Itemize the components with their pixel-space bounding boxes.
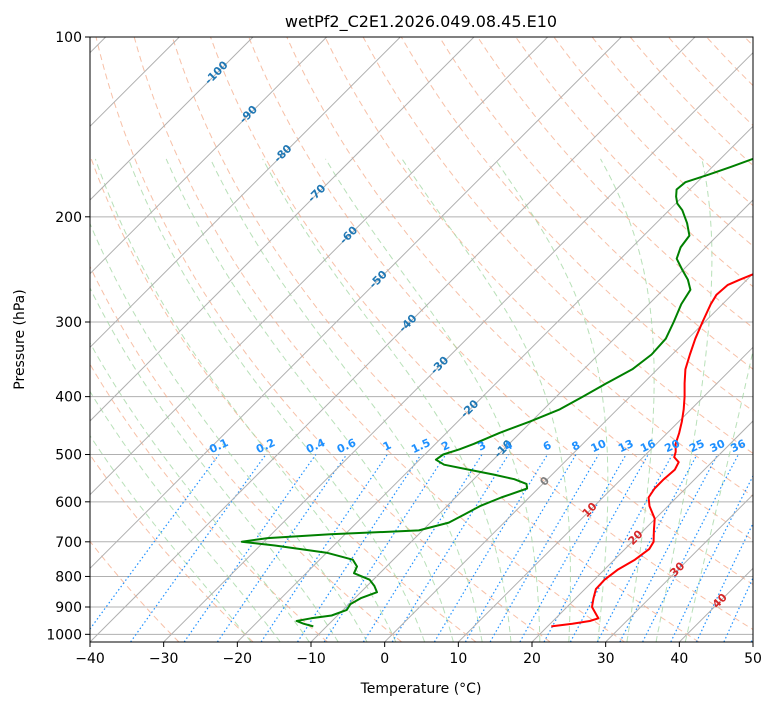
mixing-ratio-label: 20: [663, 437, 683, 455]
isotherm-line: [752, 641, 753, 642]
moist-adiabat: [684, 348, 753, 642]
dry-adiabat: [248, 37, 753, 586]
mixing-ratio-line: [464, 454, 577, 642]
plot-area: [90, 37, 753, 642]
x-axis: −40 −30 −20 −10 0 10 20 30 40 50: [75, 642, 762, 667]
x-tick-label: −20: [223, 651, 253, 667]
y-axis-title: Pressure (hPa): [12, 289, 28, 389]
x-tick-label: 50: [744, 651, 762, 667]
dry-adiabat: [90, 363, 328, 642]
isotherm-line: [90, 37, 328, 275]
isotherm-line: [384, 272, 753, 642]
mixing-ratio-line: [433, 454, 549, 642]
y-tick-label: 600: [55, 495, 82, 511]
y-tick-label: 300: [55, 315, 82, 331]
mixing-ratio-line: [619, 454, 719, 642]
x-tick-label: −10: [296, 651, 326, 667]
dry-adiabat: [477, 37, 753, 329]
y-tick-label: 900: [55, 600, 82, 616]
mixing-ratio-line: [391, 454, 510, 642]
dry-adiabat: [553, 37, 753, 247]
isotherm-line: [163, 51, 753, 642]
isotherm-line: [90, 37, 475, 422]
y-tick-label: 500: [55, 448, 82, 464]
dry-adiabat: [400, 37, 753, 412]
moist-adiabat: [90, 222, 368, 642]
isotherm-line: [457, 346, 753, 642]
mixing-ratio-label: 10: [589, 437, 609, 455]
mixing-ratio-label: 30: [708, 437, 728, 455]
mixing-ratio-line: [596, 454, 698, 642]
dry-adiabat: [591, 37, 753, 207]
x-axis-title: Temperature (°C): [360, 681, 482, 697]
moist-adiabat: [90, 434, 252, 642]
chart-title: wetPf2_C2E1.2026.049.08.45.E10: [285, 12, 557, 32]
isotherm-line: [90, 37, 401, 349]
mixing-ratio-line: [260, 454, 388, 642]
x-tick-label: −40: [75, 651, 105, 667]
x-tick-label: 30: [597, 651, 615, 667]
y-tick-label: 400: [55, 390, 82, 406]
y-tick-label: 1000: [46, 627, 82, 643]
mixing-ratio-line: [489, 454, 600, 642]
mixing-ratio-line: [296, 454, 422, 642]
dry-adiabat: [95, 37, 551, 642]
dry-adiabat: [171, 37, 700, 642]
dry-adiabat: [362, 37, 753, 454]
isotherm-line: [236, 125, 753, 642]
x-tick-label: 10: [449, 651, 467, 667]
x-tick-label: −30: [149, 651, 179, 667]
mixing-ratio-label: 25: [687, 437, 706, 455]
isotherm-line: [531, 420, 753, 642]
moist-adiabat: [209, 158, 483, 642]
dry-adiabat: [90, 265, 403, 642]
mixing-ratio-line: [130, 454, 267, 642]
mixing-ratio-line: [642, 454, 739, 642]
moist-adiabat: [655, 158, 713, 642]
isotherm-line: [605, 493, 753, 642]
dry-adiabat: [210, 37, 753, 631]
dry-adiabat: [324, 37, 753, 498]
mixing-ratio-label: 16: [638, 437, 658, 455]
moist-adiabat: [262, 158, 512, 642]
y-axis: 100 200 300 400 500 600 700 800 900 1000: [46, 30, 90, 643]
isotherm-line: [90, 37, 696, 642]
dry-adiabat: [90, 153, 477, 642]
y-tick-label: 100: [55, 30, 82, 46]
y-tick-label: 800: [55, 569, 82, 585]
series-layer: [240, 157, 753, 628]
moist-adiabat: [401, 158, 571, 642]
isotherm-line: [310, 199, 753, 642]
isotherm-line: [90, 37, 622, 570]
temperature-profile-line: [551, 273, 753, 628]
dewpoint-profile-line: [240, 157, 753, 628]
mixing-ratio-line: [670, 474, 753, 642]
mixing-ratio-label: 13: [616, 437, 635, 455]
moist-adiabat: [325, 158, 541, 642]
y-tick-label: 200: [55, 210, 82, 226]
moist-adiabat: [90, 286, 339, 642]
mixing-ratio-line: [362, 454, 483, 642]
moist-adiabat: [127, 158, 426, 642]
x-tick-label: 20: [523, 651, 541, 667]
isotherm-line: [90, 37, 254, 201]
mixing-ratio-label: 36: [728, 437, 748, 455]
moist-adiabat: [165, 158, 454, 642]
x-tick-label: 40: [670, 651, 688, 667]
background-lines: [90, 37, 753, 642]
plot-frame: [89, 36, 754, 643]
moist-adiabat: [90, 390, 281, 642]
moist-adiabat: [90, 341, 310, 642]
isotherm-line: [90, 37, 549, 496]
moist-adiabat: [494, 158, 609, 642]
moist-adiabat: [600, 158, 655, 642]
y-tick-label: 700: [55, 535, 82, 551]
x-tick-label: 0: [380, 651, 389, 667]
mixing-ratio-line: [750, 636, 753, 642]
dry-adiabat: [133, 37, 625, 642]
mixing-ratio-line: [90, 454, 220, 631]
